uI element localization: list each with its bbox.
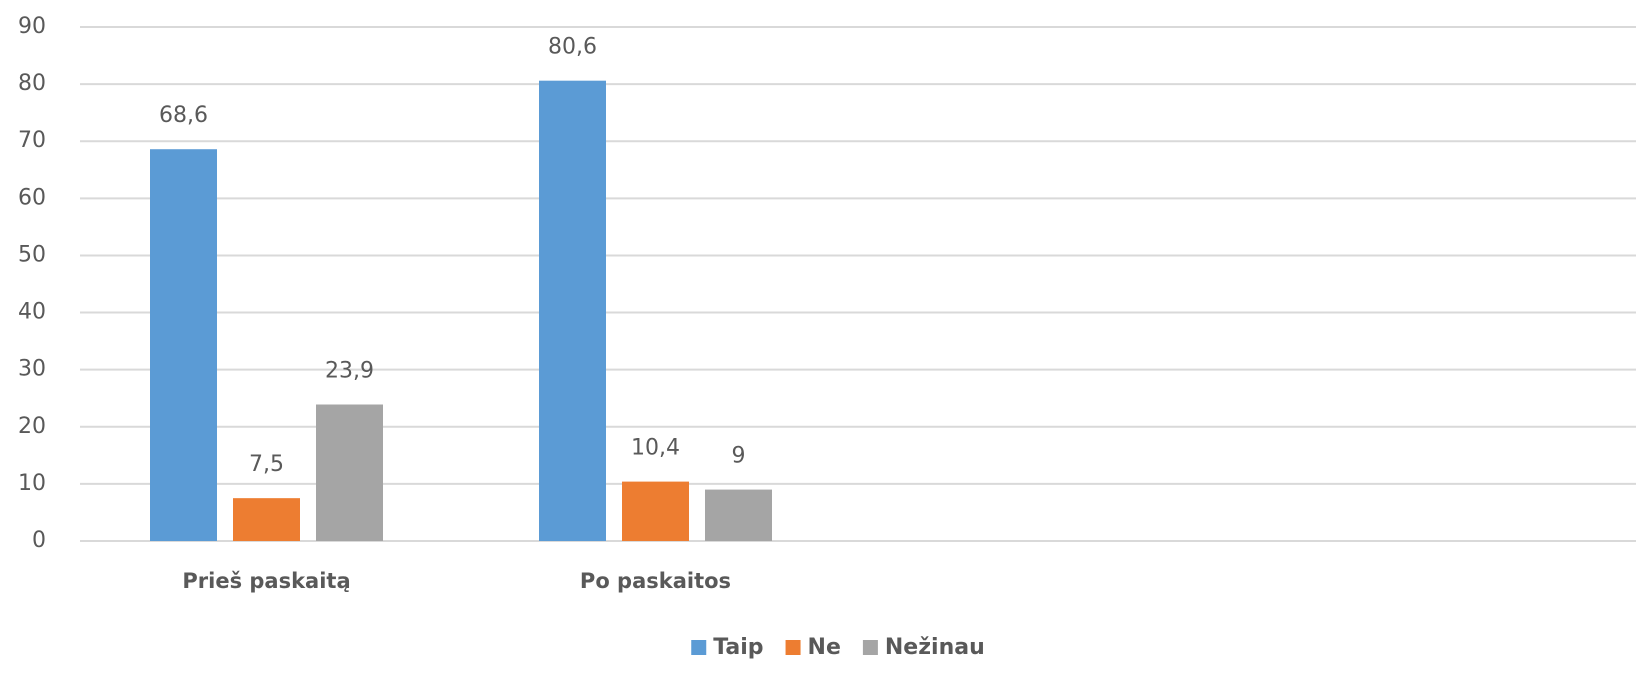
legend-swatch: [862, 640, 878, 655]
bar: [539, 80, 606, 541]
y-tick-label: 60: [18, 185, 46, 210]
data-label: 23,9: [325, 359, 374, 384]
legend-swatch: [785, 640, 801, 655]
legend-label: Taip: [713, 635, 763, 660]
bar: [150, 149, 217, 541]
data-label: 9: [732, 444, 746, 469]
y-tick-label: 10: [18, 471, 46, 496]
y-tick-label: 90: [18, 14, 46, 39]
x-tick-label: Po paskaitos: [580, 569, 731, 593]
y-tick-label: 0: [32, 528, 46, 553]
bar: [705, 489, 772, 541]
y-tick-label: 50: [18, 242, 46, 267]
data-label: 80,6: [548, 35, 597, 60]
y-tick-label: 20: [18, 414, 46, 439]
legend-label: Nežinau: [885, 635, 985, 660]
y-tick-label: 80: [18, 71, 46, 96]
data-label: 7,5: [249, 452, 284, 477]
bar: [622, 481, 689, 541]
y-tick-label: 70: [18, 128, 46, 153]
legend-swatch: [691, 640, 707, 655]
y-tick-label: 40: [18, 300, 46, 325]
data-label: 10,4: [631, 436, 680, 461]
data-label: 68,6: [159, 103, 208, 128]
legend-label: Ne: [808, 635, 841, 660]
x-tick-label: Prieš paskaitą: [182, 569, 350, 593]
bar: [316, 404, 383, 541]
y-tick-label: 30: [18, 357, 46, 382]
bar: [233, 498, 300, 541]
